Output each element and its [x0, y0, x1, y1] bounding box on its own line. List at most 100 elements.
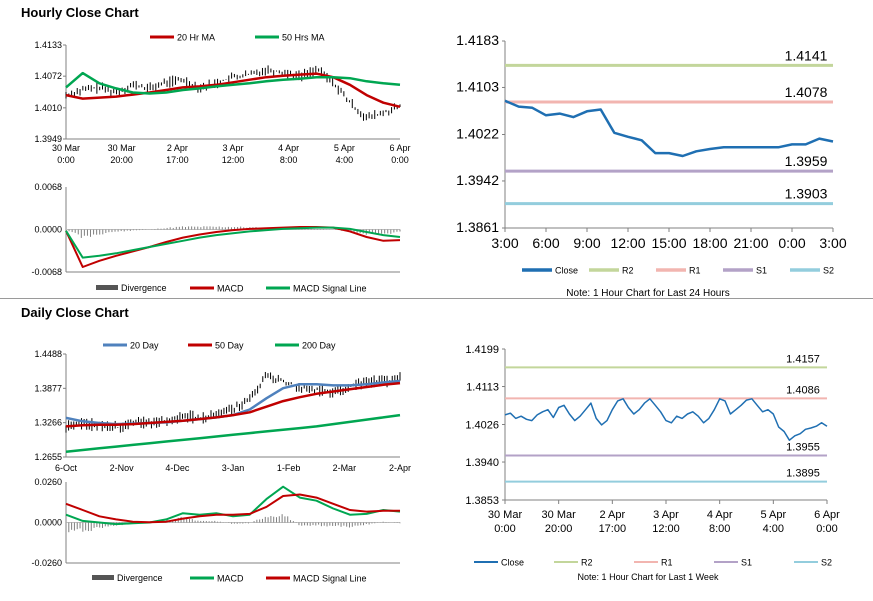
daily-price-y-tick: 1.3877	[34, 383, 62, 393]
hourly_24h-level-label-r2: 1.4141	[785, 47, 828, 63]
daily_week-legend-s2-label: S2	[821, 558, 832, 568]
daily_week-close-line	[504, 398, 828, 441]
hourly-legend-20hr-label: 20 Hr MA	[177, 33, 215, 43]
daily_week-level-label-r2: 1.4157	[786, 353, 820, 365]
hourly_24h-level-label-r1: 1.4078	[785, 84, 828, 100]
hourly-price-x-tick-time: 0:00	[391, 155, 409, 165]
hourly_24h-x-tick: 21:00	[733, 235, 768, 251]
daily-price-y-tick: 1.3266	[34, 418, 62, 428]
hourly_24h-legend-r2-label: R2	[622, 266, 634, 276]
daily-legend-divergence-swatch	[92, 575, 114, 580]
hourly_24h-x-tick: 12:00	[610, 235, 645, 251]
hourly-price-x-tick-time: 0:00	[57, 155, 75, 165]
daily_week-y-tick: 1.3940	[465, 457, 499, 469]
hourly_24h-legend-r1-label: R1	[689, 266, 701, 276]
daily-price-x-tick: 2-Nov	[110, 463, 135, 473]
hourly-macd-y-tick: 0.0068	[34, 182, 62, 192]
daily_week-y-tick: 1.4199	[465, 344, 499, 356]
hourly-price-x-tick: 30 Mar	[108, 143, 136, 153]
daily_week-x-tick-time: 4:00	[763, 523, 784, 535]
daily-legend-50day-label: 50 Day	[215, 341, 244, 351]
hourly-legend-signal-label: MACD Signal Line	[293, 284, 367, 294]
daily-price-y-tick: 1.2655	[34, 452, 62, 462]
hourly_24h-level-label-s1: 1.3959	[785, 153, 828, 169]
daily_week-x-tick-time: 8:00	[709, 523, 730, 535]
daily_week-legend-s1-label: S1	[741, 558, 752, 568]
daily-legend-divergence-label: Divergence	[117, 573, 163, 583]
hourly_24h-x-tick: 9:00	[573, 235, 600, 251]
daily_week-x-tick-time: 20:00	[545, 523, 573, 535]
daily_week-x-tick: 5 Apr	[760, 509, 786, 521]
daily-price-x-tick: 1-Feb	[277, 463, 301, 473]
hourly_24h-y-tick: 1.4022	[456, 126, 499, 142]
daily_week-legend-r2-label: R2	[581, 558, 593, 568]
hourly_24h-note: Note: 1 Hour Chart for Last 24 Hours	[566, 288, 729, 299]
hourly_24h-y-tick: 1.4103	[456, 78, 499, 94]
daily-20day-line	[65, 379, 401, 426]
daily_week-x-tick-time: 0:00	[816, 523, 837, 535]
hourly_24h-x-tick: 3:00	[491, 235, 518, 251]
daily_week-y-tick: 1.4113	[466, 382, 499, 394]
hourly-price-x-tick-time: 4:00	[336, 155, 354, 165]
hourly_24h-legend-s1-label: S1	[756, 266, 767, 276]
daily_week-x-tick: 30 Mar	[488, 509, 523, 521]
daily_week-legend-close-label: Close	[501, 558, 524, 568]
daily-legend-200day-label: 200 Day	[302, 341, 336, 351]
hourly-legend-divergence-swatch	[96, 285, 118, 290]
daily_week-y-tick: 1.3853	[465, 495, 499, 507]
hourly-price-x-tick: 3 Apr	[222, 143, 243, 153]
daily-section-title: Daily Close Chart	[21, 305, 129, 320]
daily-macd-y-tick: 0.0000	[34, 518, 62, 528]
hourly-price-y-tick: 1.4133	[34, 40, 62, 50]
daily-50day-line	[65, 381, 401, 428]
daily_week-x-tick-time: 0:00	[494, 523, 515, 535]
hourly-macd-signal-line	[65, 226, 401, 259]
daily-200day-line	[65, 413, 401, 453]
hourly-20hr-ma-line	[65, 72, 401, 109]
hourly-macd-y-tick: 0.0000	[34, 225, 62, 235]
daily-macd-line	[65, 485, 401, 526]
daily_week-level-label-r1: 1.4086	[786, 384, 820, 396]
daily_week-x-tick-time: 12:00	[652, 523, 680, 535]
hourly-legend-macd-label: MACD	[217, 284, 244, 294]
hourly-price-x-tick: 2 Apr	[167, 143, 188, 153]
daily-legend-20day-label: 20 Day	[130, 341, 159, 351]
daily_week-x-tick-time: 17:00	[599, 523, 627, 535]
hourly-price-y-tick: 1.4072	[34, 71, 62, 81]
daily-price-x-tick: 4-Dec	[165, 463, 190, 473]
section-divider	[0, 298, 873, 299]
hourly_24h-x-tick: 6:00	[532, 235, 559, 251]
hourly_24h-level-label-s2: 1.3903	[785, 186, 828, 202]
hourly-50hr-ma-line	[65, 71, 401, 95]
daily-price-x-tick: 2-Apr	[389, 463, 411, 473]
daily_week-x-tick: 2 Apr	[599, 509, 625, 521]
daily-macd-y-tick: 0.0260	[34, 477, 62, 487]
hourly-section-title: Hourly Close Chart	[21, 5, 139, 20]
hourly-price-x-tick-time: 12:00	[222, 155, 245, 165]
hourly-price-x-tick: 5 Apr	[334, 143, 355, 153]
hourly-legend-divergence-label: Divergence	[121, 283, 167, 293]
daily_week-level-label-s2: 1.3895	[786, 468, 820, 480]
daily-legend-signal-label: MACD Signal Line	[293, 574, 367, 584]
hourly-macd-y-tick: -0.0068	[31, 267, 62, 277]
daily_week-level-label-s1: 1.3955	[786, 441, 820, 453]
hourly_24h-legend-close-label: Close	[555, 266, 578, 276]
hourly-price-y-tick: 1.3949	[34, 134, 62, 144]
daily-price-x-tick: 2-Mar	[333, 463, 357, 473]
hourly-legend-50hr-label: 50 Hrs MA	[282, 33, 325, 43]
hourly_24h-y-tick: 1.3861	[456, 219, 499, 235]
hourly-macd-line	[65, 226, 401, 268]
daily_week-x-tick: 6 Apr	[814, 509, 840, 521]
daily_week-x-tick: 4 Apr	[707, 509, 733, 521]
daily-macd-signal-line	[65, 493, 400, 524]
daily-macd-y-tick: -0.0260	[31, 558, 62, 568]
hourly-price-y-tick: 1.4010	[34, 103, 62, 113]
hourly-price-x-tick-time: 8:00	[280, 155, 298, 165]
daily-price-x-tick: 6-Oct	[55, 463, 78, 473]
hourly_24h-x-tick: 15:00	[651, 235, 686, 251]
hourly_24h-y-tick: 1.4183	[456, 32, 499, 48]
hourly-price-x-tick-time: 17:00	[166, 155, 189, 165]
hourly_24h-legend-s2-label: S2	[823, 266, 834, 276]
hourly_24h-x-tick: 0:00	[778, 235, 805, 251]
